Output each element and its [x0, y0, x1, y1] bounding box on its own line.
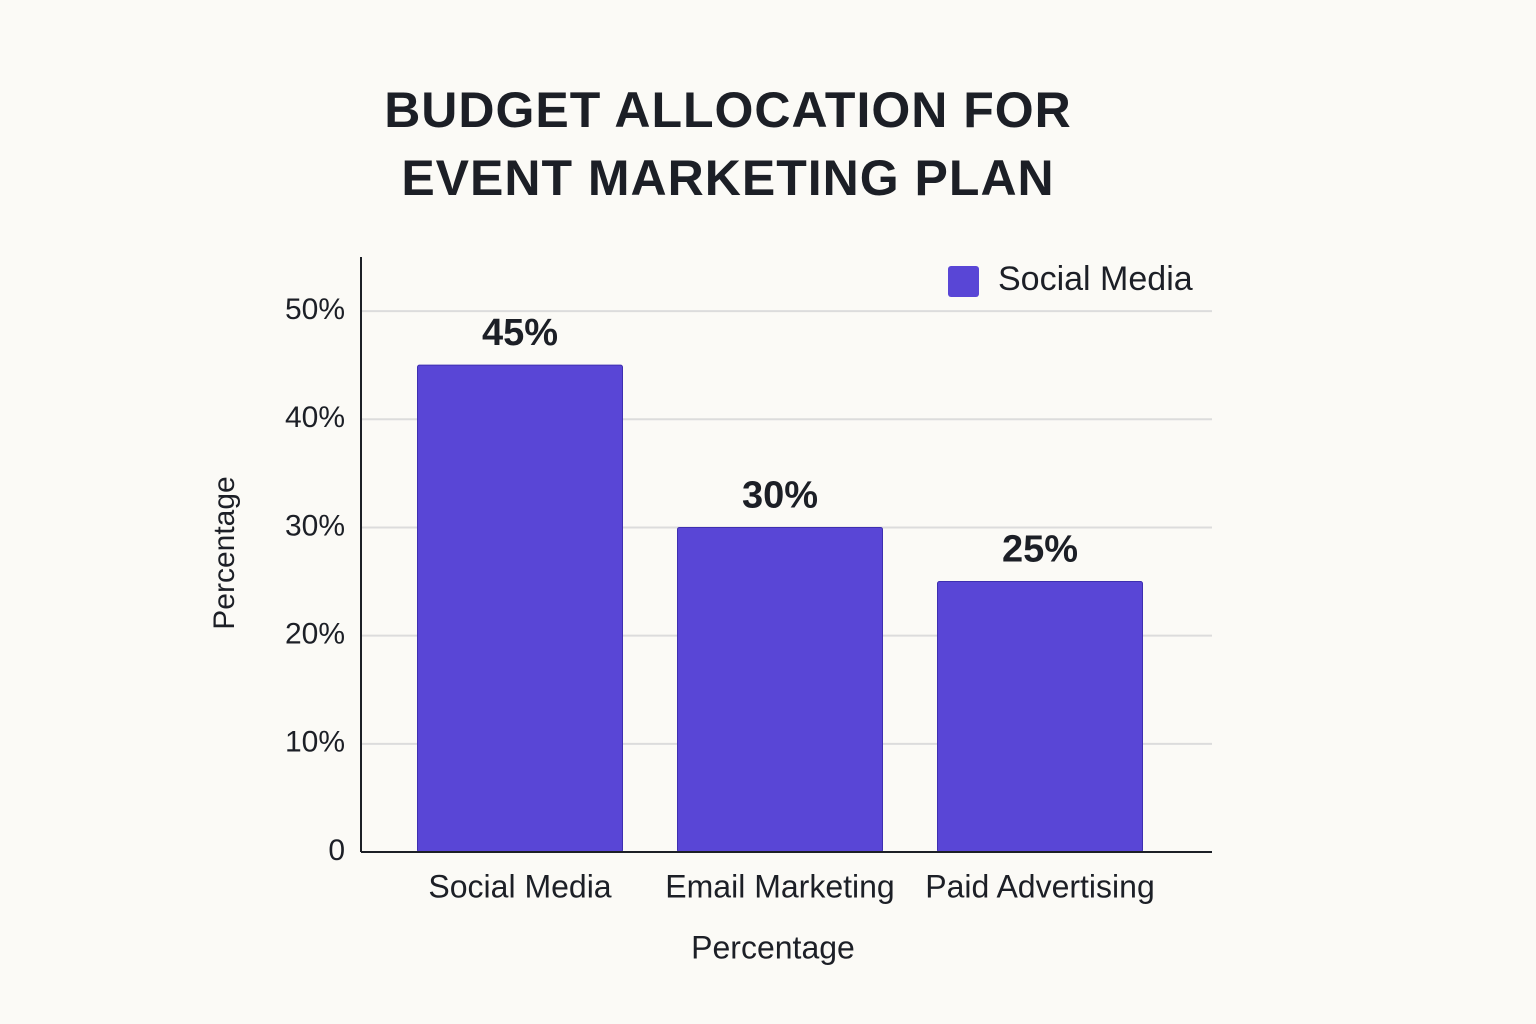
y-tick-label: 20%	[285, 618, 345, 651]
x-tick-label: Social Media	[428, 868, 611, 904]
x-tick-label: Paid Advertising	[925, 868, 1154, 904]
legend-swatch	[948, 266, 979, 297]
x-tick-label: Email Marketing	[665, 868, 894, 904]
bar	[417, 364, 623, 853]
data-label: 30%	[742, 474, 818, 516]
x-axis-label: Percentage	[691, 929, 855, 965]
y-tick-label: 0	[328, 834, 345, 867]
y-tick-label: 10%	[285, 726, 345, 759]
bar	[937, 581, 1143, 853]
y-tick-label: 40%	[285, 401, 345, 434]
data-label: 45%	[482, 312, 558, 354]
legend-label: Social Media	[998, 260, 1193, 298]
y-axis-label: Percentage	[208, 476, 241, 629]
bar	[677, 526, 883, 853]
y-tick-label: 30%	[285, 509, 345, 542]
chart-title: BUDGET ALLOCATION FOR EVENT MARKETING PL…	[384, 82, 1072, 206]
y-tick-label: 50%	[285, 293, 345, 326]
data-label: 25%	[1002, 529, 1078, 571]
